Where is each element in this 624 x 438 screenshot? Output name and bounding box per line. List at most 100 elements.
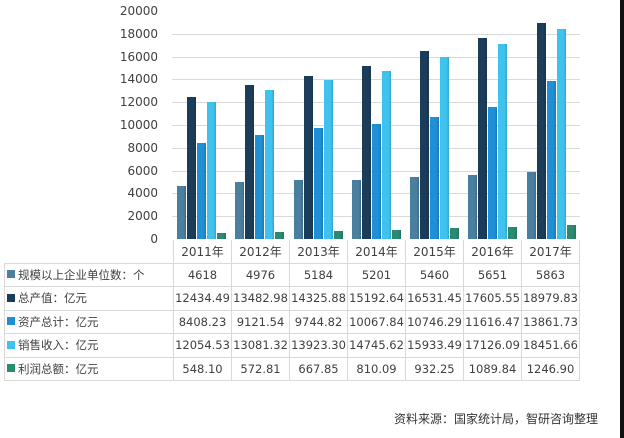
- table-cell: 18979.83: [521, 286, 580, 311]
- y-tick-label: 16000: [119, 49, 158, 64]
- series-label: 销售收入：亿元: [4, 333, 174, 358]
- table-cell: 10746.29: [405, 309, 464, 334]
- bar: [207, 101, 216, 239]
- bar: [440, 57, 450, 239]
- y-tick-label: 14000: [119, 72, 158, 87]
- legend-swatch-icon: [7, 293, 15, 302]
- category-label: 2015年: [405, 240, 464, 264]
- bar: [556, 28, 566, 239]
- gridline: [172, 102, 580, 104]
- bar: [361, 65, 371, 239]
- series-label: 资产总计：亿元: [4, 309, 174, 334]
- legend-swatch-icon: [7, 364, 15, 373]
- table-cell: 5651: [463, 262, 522, 287]
- bar: [217, 232, 226, 239]
- series-name: 规模以上企业单位数：个: [18, 267, 145, 282]
- bar-group: [405, 11, 463, 239]
- bar: [381, 70, 391, 239]
- bar-group: [230, 11, 288, 239]
- table-cell: 4618: [173, 262, 232, 287]
- bar: [351, 179, 361, 239]
- table-header-row: 2011年 2012年 2013年 2014年 2015年 2016年 2017年: [5, 240, 580, 264]
- table-cell: 13861.73: [521, 309, 580, 334]
- legend-swatch-icon: [7, 340, 15, 349]
- table-cell: 17126.09: [463, 333, 522, 358]
- series-label: 利润总额：亿元: [4, 356, 174, 381]
- table-row: 总产值：亿元 12434.49 13482.98 14325.88 15192.64 16…: [4, 286, 580, 311]
- bar-group: [289, 11, 347, 239]
- table-cell: 572.81: [231, 356, 290, 381]
- table-cell: 548.10: [173, 356, 232, 381]
- bar-group: [172, 11, 230, 239]
- table-cell: 15192.64: [347, 286, 406, 311]
- table-cell: 4976: [231, 262, 290, 287]
- bar: [255, 135, 265, 239]
- bar: [323, 80, 333, 239]
- gridline: [172, 56, 580, 58]
- table-cell: 14325.88: [289, 286, 348, 311]
- y-tick-label: 2000: [127, 209, 158, 224]
- image-border: [620, 0, 624, 438]
- category-label: 2017年: [521, 240, 580, 264]
- table-cell: 932.25: [405, 356, 464, 381]
- gridline: [172, 33, 580, 35]
- data-table: 2011年 2012年 2013年 2014年 2015年 2016年 2017年规模以上企…: [4, 240, 580, 381]
- y-tick-label: 18000: [119, 26, 158, 41]
- series-name: 资产总计：亿元: [18, 314, 99, 329]
- bar: [420, 50, 430, 239]
- bar: [526, 172, 536, 239]
- table-row: 销售收入：亿元 12054.53 13081.32 13923.30 14745.62 1…: [4, 333, 580, 358]
- bar: [245, 85, 255, 239]
- y-tick-label: 4000: [127, 186, 158, 201]
- table-cell: 8408.23: [173, 309, 232, 334]
- y-tick-label: 10000: [119, 118, 158, 132]
- table-cell: 9744.82: [289, 309, 348, 334]
- bar: [430, 116, 440, 239]
- table-cell: 10067.84: [347, 309, 406, 334]
- bar: [303, 75, 313, 239]
- bar: [450, 228, 460, 239]
- table-cell: 9121.54: [231, 309, 290, 334]
- bar: [498, 43, 508, 239]
- bar: [197, 143, 206, 239]
- table-cell: 1246.90: [521, 356, 580, 381]
- table-corner: [5, 240, 174, 263]
- legend-swatch-icon: [7, 270, 15, 279]
- series-name: 利润总额：亿元: [18, 361, 99, 376]
- table-cell: 13081.32: [231, 333, 290, 358]
- series-label: 规模以上企业单位数：个: [4, 262, 174, 287]
- gridline: [172, 79, 580, 81]
- y-tick-label: 6000: [127, 163, 158, 178]
- y-tick-label: 20000: [119, 4, 158, 18]
- table-cell: 667.85: [289, 356, 348, 381]
- category-label: 2014年: [347, 240, 406, 264]
- table-cell: 12434.49: [173, 286, 232, 311]
- series-name: 销售收入：亿元: [18, 338, 99, 353]
- bar: [536, 22, 546, 239]
- bar: [371, 124, 381, 239]
- bar: [187, 97, 196, 239]
- table-cell: 810.09: [347, 356, 406, 381]
- series-name: 总产值：亿元: [18, 291, 87, 306]
- table-cell: 11616.47: [463, 309, 522, 334]
- table-cell: 5863: [521, 262, 580, 287]
- bar: [333, 231, 343, 239]
- bar-group: [347, 11, 405, 239]
- bar: [293, 179, 303, 239]
- table-cell: 12054.53: [173, 333, 232, 358]
- table-cell: 1089.84: [463, 356, 522, 381]
- source-note: 资料来源：国家统计局，智研咨询整理: [394, 412, 599, 426]
- bar-group: [522, 11, 580, 239]
- legend-swatch-icon: [7, 317, 15, 326]
- table-row: 资产总计：亿元 8408.23 9121.54 9744.82 10067.84 1074…: [4, 309, 580, 334]
- table-cell: 14745.62: [347, 333, 406, 358]
- table-cell: 13482.98: [231, 286, 290, 311]
- bar: [313, 127, 323, 239]
- y-axis: 0 2000 4000 6000 8000 10000 12000 14000 16000 180…: [100, 0, 158, 250]
- bar: [235, 182, 245, 239]
- category-label: 2016年: [463, 240, 522, 264]
- table-cell: 5201: [347, 262, 406, 287]
- table-cell: 15933.49: [405, 333, 464, 358]
- bar: [410, 176, 420, 239]
- bar: [566, 224, 576, 239]
